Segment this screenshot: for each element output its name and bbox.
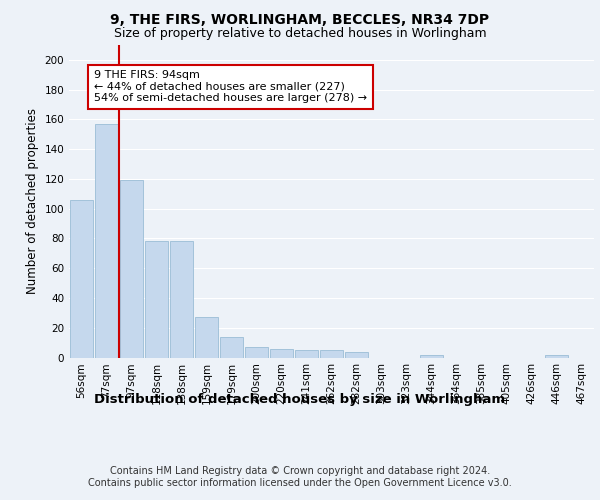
Bar xyxy=(95,124,118,358)
Text: 9, THE FIRS, WORLINGHAM, BECCLES, NR34 7DP: 9, THE FIRS, WORLINGHAM, BECCLES, NR34 7… xyxy=(110,12,490,26)
Text: Size of property relative to detached houses in Worlingham: Size of property relative to detached ho… xyxy=(113,28,487,40)
Bar xyxy=(270,348,293,358)
Bar xyxy=(145,242,168,358)
Bar xyxy=(70,200,93,358)
Bar xyxy=(170,242,193,358)
Text: 9 THE FIRS: 94sqm
← 44% of detached houses are smaller (227)
54% of semi-detache: 9 THE FIRS: 94sqm ← 44% of detached hous… xyxy=(94,70,367,104)
Bar xyxy=(120,180,143,358)
Bar xyxy=(545,354,568,358)
Bar xyxy=(195,318,218,358)
Bar xyxy=(320,350,343,358)
Y-axis label: Number of detached properties: Number of detached properties xyxy=(26,108,39,294)
Bar xyxy=(295,350,318,358)
Text: Distribution of detached houses by size in Worlingham: Distribution of detached houses by size … xyxy=(94,392,506,406)
Bar xyxy=(220,336,243,357)
Bar xyxy=(345,352,368,358)
Bar xyxy=(420,354,443,358)
Text: Contains HM Land Registry data © Crown copyright and database right 2024.
Contai: Contains HM Land Registry data © Crown c… xyxy=(88,466,512,487)
Bar xyxy=(245,347,268,358)
